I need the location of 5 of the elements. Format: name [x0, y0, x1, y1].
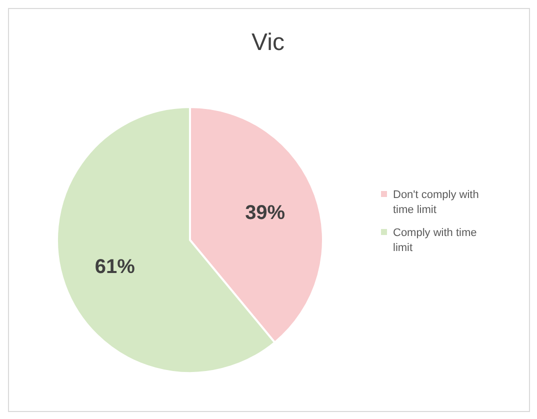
legend-label: Don't comply with time limit [393, 189, 479, 216]
data-label: 39% [245, 202, 286, 224]
data-label: 61% [94, 256, 136, 278]
chart-title: Vic [252, 29, 284, 56]
legend-label: Comply with time limit [393, 227, 477, 254]
